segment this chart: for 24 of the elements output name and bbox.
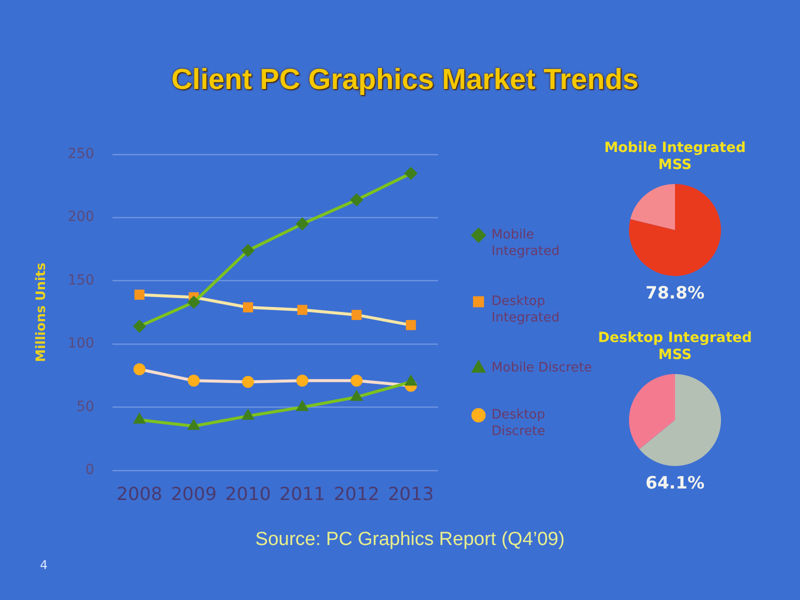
x-tick-label: 2010 [225,484,271,505]
legend-label: Desktop Discrete [492,408,546,439]
chart-title: Desktop Integrated MSS [598,330,752,363]
data-label: 78.8% [646,283,704,304]
data-label: 64.1% [646,473,704,494]
chart-title: Client PC Graphics Market Trends [170,64,640,97]
source-note: Source: PC Graphics Report (Q4’09) [254,529,566,551]
x-tick-label: 2008 [116,484,162,505]
x-tick-label: 2013 [388,484,434,505]
legend-label: Desktop Integrated [492,294,560,326]
y-tick-label: 150 [68,272,94,288]
text: 4 [40,558,48,572]
y-tick-label: 0 [85,462,94,478]
y-tick-label: 100 [68,336,94,352]
x-tick-label: 2011 [279,484,326,505]
legend-label: Mobile Discrete [492,360,592,376]
y-tick-label: 50 [76,398,94,415]
legend-label: Mobile Integrated [492,228,560,259]
chart-title: Mobile Integrated MSS [603,140,747,174]
y-tick-label: 250 [68,146,94,162]
y-axis-title: Millions Units [34,262,50,362]
x-tick-label: 2009 [170,484,217,505]
y-tick-label: 200 [68,209,94,226]
x-tick-label: 2012 [334,484,380,505]
